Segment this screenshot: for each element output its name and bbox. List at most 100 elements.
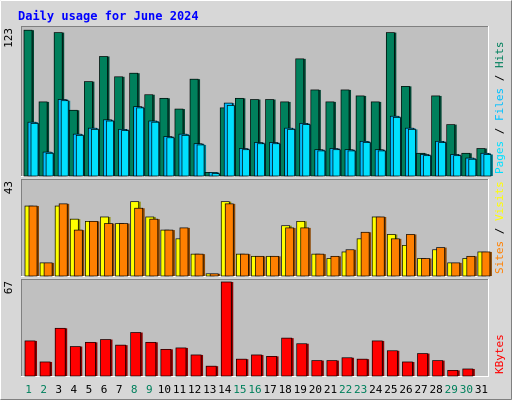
bar-pages-day-27 (423, 155, 433, 177)
max-label-bottom: 67 (2, 281, 15, 294)
bar-pages-day-1 (30, 123, 40, 177)
bar-kbytes-day-28 (432, 360, 445, 377)
bar-pages-day-8 (136, 107, 146, 177)
bar-pages-day-6 (106, 120, 116, 177)
bar-pages-day-14 (226, 105, 237, 177)
bar-pages-day-28 (438, 142, 448, 177)
bar-pages-day-15 (242, 149, 252, 177)
bar-kbytes-day-11 (175, 347, 188, 377)
x-tick-day-20: 20 (309, 383, 322, 396)
bar-pages-day-17 (272, 143, 282, 177)
bar-kbytes-day-3 (54, 327, 68, 377)
x-tick-day-6: 6 (101, 383, 108, 396)
x-tick-day-22: 22 (339, 383, 352, 396)
bar-sites-day-30 (466, 255, 477, 277)
x-tick-day-1: 1 (25, 383, 32, 396)
bar-sites-day-28 (436, 247, 447, 277)
bar-sites-day-9 (149, 218, 160, 277)
x-tick-day-12: 12 (188, 383, 201, 396)
x-tick-day-15: 15 (233, 383, 246, 396)
bar-pages-day-29 (453, 155, 463, 177)
legend-sep: / (493, 121, 506, 141)
max-label-top: 123 (2, 28, 15, 48)
bar-sites-day-17 (270, 255, 281, 277)
bar-kbytes-day-20 (311, 360, 324, 377)
bar-kbytes-day-24 (371, 340, 385, 377)
bar-pages-day-25 (392, 117, 403, 177)
bar-pages-day-3 (60, 100, 71, 177)
bar-sites-day-8 (134, 207, 145, 277)
legend-top: Pages / Files / Hits (493, 42, 506, 175)
bar-kbytes-day-10 (160, 348, 173, 377)
bar-kbytes-day-18 (281, 337, 294, 377)
bar-kbytes-day-22 (341, 357, 355, 377)
x-tick-day-24: 24 (369, 383, 383, 396)
bar-pages-day-2 (45, 152, 56, 177)
bar-sites-day-18 (285, 227, 296, 277)
x-tick-day-9: 9 (146, 383, 153, 396)
bar-pages-day-21 (332, 149, 342, 177)
bar-sites-day-27 (421, 258, 432, 277)
bar-kbytes-day-30 (462, 368, 475, 377)
legend-files: Files (493, 88, 506, 121)
bar-kbytes-day-23 (356, 358, 370, 377)
bar-sites-day-3 (58, 203, 70, 277)
bar-sites-day-23 (360, 231, 372, 277)
bar-sites-day-21 (330, 255, 341, 277)
bar-kbytes-day-25 (386, 350, 400, 377)
bar-kbytes-day-4 (69, 346, 83, 377)
x-tick-day-23: 23 (354, 383, 367, 396)
bar-kbytes-day-29 (447, 370, 460, 377)
chart-title: Daily usage for June 2024 (18, 9, 199, 23)
bar-kbytes-day-6 (100, 339, 113, 377)
x-tick-day-4: 4 (71, 383, 78, 396)
bar-pages-day-16 (257, 143, 267, 177)
bar-sites-day-15 (240, 253, 251, 277)
x-tick-day-29: 29 (445, 383, 458, 396)
x-tick-day-19: 19 (294, 383, 307, 396)
bar-pages-day-22 (347, 150, 358, 177)
x-tick-day-13: 13 (203, 383, 216, 396)
bar-sites-day-20 (315, 253, 326, 277)
bar-kbytes-day-27 (417, 353, 430, 377)
bar-sites-day-12 (194, 253, 206, 277)
bar-sites-day-25 (390, 238, 402, 277)
bar-pages-day-10 (166, 137, 176, 177)
bar-sites-day-2 (43, 262, 55, 277)
bar-kbytes-day-2 (39, 361, 53, 377)
bar-sites-day-29 (451, 262, 462, 277)
x-tick-day-18: 18 (279, 383, 292, 396)
bar-sites-day-7 (119, 223, 130, 277)
x-tick-day-3: 3 (55, 383, 62, 396)
bar-kbytes-day-16 (251, 354, 264, 377)
bar-kbytes-day-5 (85, 341, 98, 377)
bar-kbytes-day-12 (190, 354, 204, 377)
bar-sites-day-14 (224, 203, 236, 277)
bar-pages-day-13 (211, 173, 222, 177)
legend-hits: Hits (493, 42, 506, 69)
bar-kbytes-day-19 (296, 343, 309, 377)
x-tick-day-7: 7 (116, 383, 123, 396)
bar-sites-day-19 (300, 227, 311, 277)
x-tick-day-8: 8 (131, 383, 138, 396)
bar-kbytes-day-21 (326, 360, 339, 377)
bar-kbytes-day-13 (205, 365, 219, 377)
bar-sites-day-1 (28, 205, 39, 277)
bar-sites-day-31 (481, 251, 492, 277)
bar-pages-day-7 (121, 130, 131, 177)
bar-sites-day-11 (179, 227, 190, 277)
bar-sites-day-6 (104, 223, 115, 277)
x-tick-day-10: 10 (158, 383, 171, 396)
legend-sep: / (493, 68, 506, 88)
bar-pages-day-4 (75, 135, 86, 177)
legend-middle: Sites / Visits (493, 181, 506, 274)
bar-pages-day-30 (468, 158, 478, 177)
bar-kbytes-day-14 (220, 281, 234, 377)
x-tick-day-14: 14 (218, 383, 232, 396)
bar-kbytes-day-15 (236, 358, 249, 377)
x-tick-day-5: 5 (86, 383, 93, 396)
bar-pages-day-9 (151, 121, 161, 177)
x-tick-day-25: 25 (384, 383, 397, 396)
bar-sites-day-5 (89, 220, 100, 277)
